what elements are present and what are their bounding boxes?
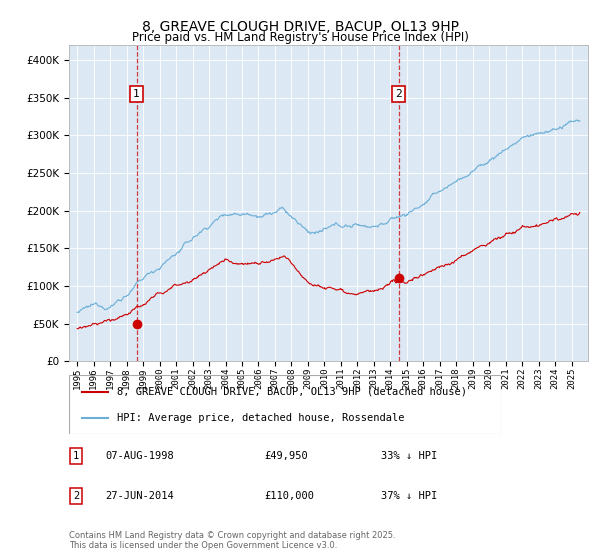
Text: 8, GREAVE CLOUGH DRIVE, BACUP, OL13 9HP: 8, GREAVE CLOUGH DRIVE, BACUP, OL13 9HP [142,20,458,34]
Text: £110,000: £110,000 [264,491,314,501]
Text: £49,950: £49,950 [264,451,308,461]
Text: Contains HM Land Registry data © Crown copyright and database right 2025.
This d: Contains HM Land Registry data © Crown c… [69,531,395,550]
Text: 37% ↓ HPI: 37% ↓ HPI [381,491,437,501]
Text: HPI: Average price, detached house, Rossendale: HPI: Average price, detached house, Ross… [116,413,404,423]
Text: 07-AUG-1998: 07-AUG-1998 [105,451,174,461]
Text: 2: 2 [73,491,79,501]
Text: Price paid vs. HM Land Registry's House Price Index (HPI): Price paid vs. HM Land Registry's House … [131,31,469,44]
Text: 1: 1 [133,89,140,99]
Text: 33% ↓ HPI: 33% ↓ HPI [381,451,437,461]
Text: 27-JUN-2014: 27-JUN-2014 [105,491,174,501]
Text: 1: 1 [73,451,79,461]
Text: 2: 2 [395,89,402,99]
Text: 8, GREAVE CLOUGH DRIVE, BACUP, OL13 9HP (detached house): 8, GREAVE CLOUGH DRIVE, BACUP, OL13 9HP … [116,386,467,396]
